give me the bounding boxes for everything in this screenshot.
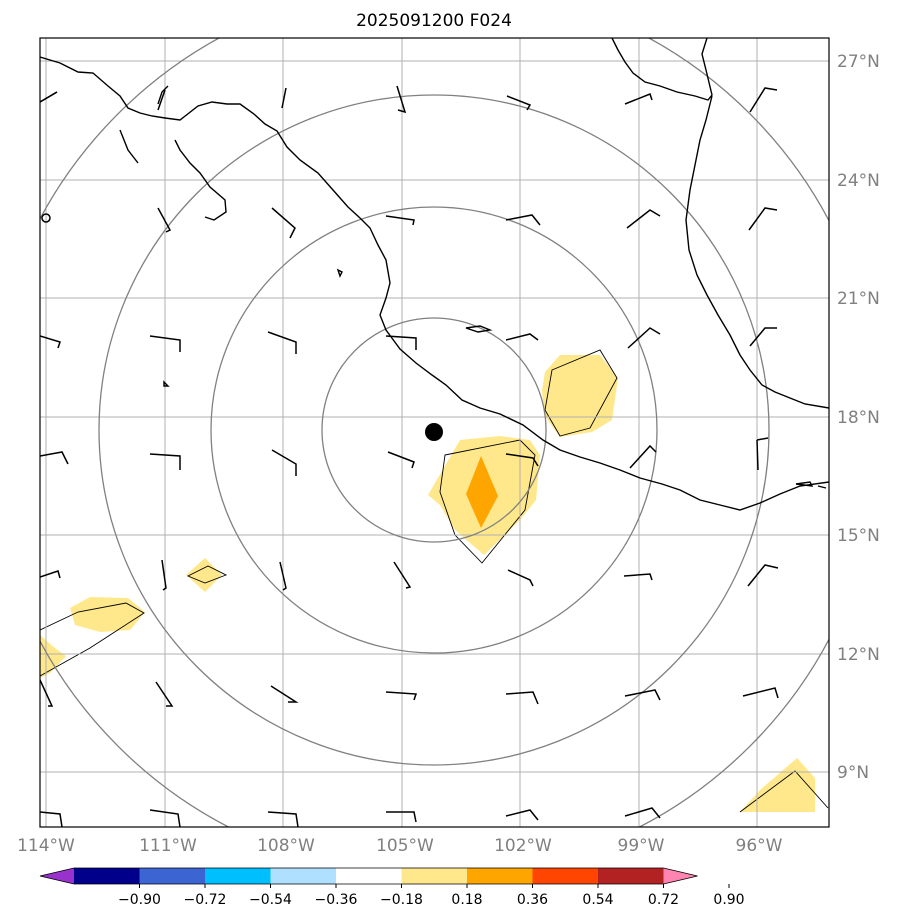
colorbar-outline	[39, 867, 698, 885]
lat-label: 24°N	[837, 171, 880, 191]
colorbar-segment	[336, 868, 402, 884]
contour-central	[439, 439, 536, 564]
colorbar-tick-label: 0.72	[648, 892, 679, 908]
contour-west	[40, 602, 145, 677]
shade-patch-core	[466, 456, 498, 528]
wind-barb	[40, 807, 661, 827]
shade-patch-west	[70, 597, 145, 632]
lat-label: 18°N	[837, 408, 880, 428]
coastline-gulf-east	[611, 38, 829, 409]
gridlines	[40, 38, 829, 827]
colorbar-tick-label: 0.54	[582, 892, 613, 908]
contour-west-small	[186, 565, 228, 584]
colorbar-extend-min	[40, 868, 74, 884]
lon-label: 105°W	[376, 836, 434, 856]
colorbar-tick-label: −0.36	[315, 892, 358, 908]
lon-label: 96°W	[736, 836, 783, 856]
colorbar-extend-max	[663, 868, 698, 884]
colorbar-segment	[139, 868, 206, 884]
colorbar-tick-label: −0.90	[118, 892, 161, 908]
contour-lines	[40, 349, 829, 813]
wind-barb	[40, 679, 779, 707]
colorbar-segment	[401, 868, 468, 884]
colorbar-segment	[74, 868, 140, 884]
lon-label: 111°W	[139, 836, 197, 856]
wind-barb	[40, 437, 769, 476]
colorbar-tick-label: 0.18	[451, 892, 482, 908]
wind-barb	[40, 559, 779, 591]
coastline-mainland-pacific	[40, 56, 829, 511]
lat-label: 27°N	[837, 52, 880, 72]
range-ring-1	[321, 317, 547, 543]
contour-southeast	[739, 770, 829, 813]
lon-label: 114°W	[17, 836, 75, 856]
colorbar-segment	[598, 868, 664, 884]
map-title: 2025091200 F024	[356, 11, 512, 31]
map-frame	[39, 37, 830, 828]
colorbar-tick-label: −0.18	[380, 892, 423, 908]
open-circle-marker	[41, 213, 51, 223]
lon-label: 99°W	[618, 836, 665, 856]
coastlines	[40, 38, 829, 511]
lon-label: 102°W	[494, 836, 552, 856]
colorbar-segment	[205, 868, 271, 884]
range-rings	[40, 38, 829, 827]
colorbar-segment	[270, 868, 337, 884]
colorbar-tick-label: 0.36	[517, 892, 548, 908]
colorbar-segment	[532, 868, 599, 884]
lon-labels: 114°W 111°W 108°W 105°W 102°W 99°W 96°W	[17, 836, 783, 856]
lat-label: 15°N	[837, 526, 880, 546]
lat-label: 21°N	[837, 289, 880, 309]
lat-label: 12°N	[837, 645, 880, 665]
wind-barb	[40, 85, 778, 114]
colorbar-tick-label: 0.90	[713, 892, 744, 908]
colorbar: −0.90 −0.72 −0.54 −0.36 −0.18 0.18 0.36 0.54 0.7…	[39, 867, 745, 908]
lon-label: 108°W	[257, 836, 315, 856]
tc-center-marker	[425, 423, 443, 441]
contour-east	[544, 349, 618, 437]
wind-barb	[40, 327, 777, 354]
lat-labels: 27°N 24°N 21°N 18°N 15°N 12°N 9°N	[837, 52, 880, 783]
coastline-islands	[163, 268, 827, 489]
range-ring-2	[210, 206, 658, 654]
shade-patch-west-small	[186, 558, 222, 592]
lat-label: 9°N	[837, 763, 869, 783]
colorbar-segment	[467, 868, 533, 884]
colorbar-tick-label: −0.72	[184, 892, 227, 908]
wind-barb	[157, 207, 778, 239]
range-ring-3	[98, 94, 770, 766]
wind-barbs	[40, 85, 779, 827]
map-panel	[39, 37, 830, 828]
colorbar-tick-label: −0.54	[249, 892, 292, 908]
